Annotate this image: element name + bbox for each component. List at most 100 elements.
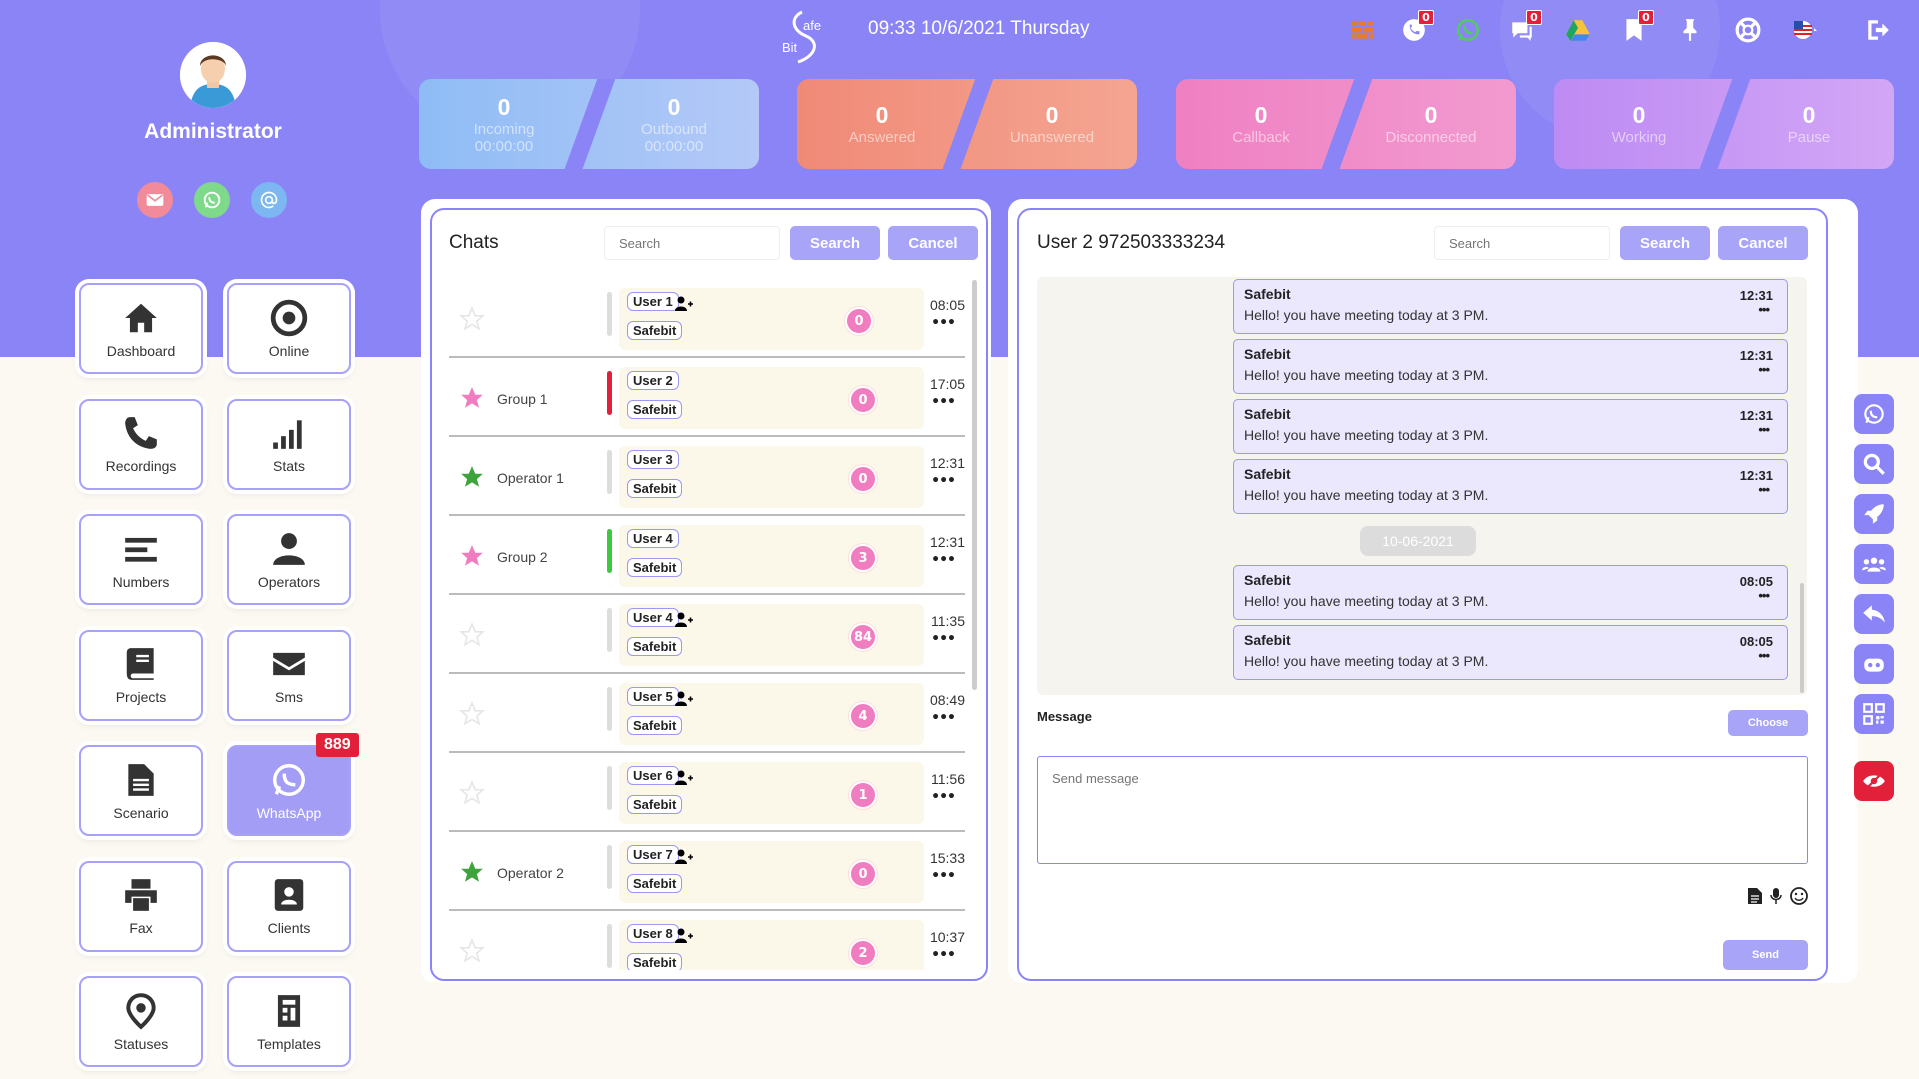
stat-outbound[interactable]: 0 Outbound 00:00:00 [641, 93, 707, 155]
emoji-button[interactable] [1789, 886, 1809, 906]
message-more-icon[interactable]: ••• [1758, 588, 1770, 603]
chat-card[interactable]: User 4 Safebit 84 [619, 604, 924, 666]
side-bot-button[interactable] [1854, 644, 1894, 684]
favorite-star-icon[interactable] [459, 464, 485, 490]
message-more-icon[interactable]: ••• [1758, 362, 1770, 377]
side-search-button[interactable] [1854, 444, 1894, 484]
chat-more-icon[interactable]: ••• [931, 552, 956, 568]
nav-clients[interactable]: Clients [227, 860, 351, 952]
stat-working[interactable]: 0 Working [1611, 102, 1667, 146]
nav-scenario[interactable]: Scenario [79, 745, 203, 836]
language-button[interactable] [1790, 14, 1822, 46]
chat-row[interactable]: User 4 Safebit 84 11:35 ••• [449, 596, 965, 674]
nav-projects[interactable]: Projects [79, 629, 203, 721]
message-bubble[interactable]: Safebit Hello! you have meeting today at … [1233, 565, 1788, 620]
stat-pause[interactable]: 0 Pause [1787, 102, 1831, 146]
chat-row[interactable]: User 5 Safebit 4 08:49 ••• [449, 675, 965, 753]
chat-row[interactable]: User 8 Safebit 2 10:37 ••• [449, 912, 965, 970]
nav-templates[interactable]: Templates [227, 976, 351, 1067]
conversation-cancel-button[interactable]: Cancel [1718, 226, 1808, 260]
chat-card[interactable]: User 2 Safebit 0 [619, 367, 924, 429]
chat-more-icon[interactable]: ••• [931, 315, 956, 331]
nav-fax[interactable]: Fax [79, 860, 203, 952]
chat-card[interactable]: User 7 Safebit 0 [619, 841, 924, 903]
add-user-icon[interactable] [675, 691, 693, 707]
chat-row[interactable]: Operator 2 User 7 Safebit 0 15:33 ••• [449, 833, 965, 911]
side-hide-button[interactable] [1854, 761, 1894, 801]
message-more-icon[interactable]: ••• [1758, 422, 1770, 437]
conversation-search-button[interactable]: Search [1620, 226, 1710, 260]
calls-button[interactable]: 0 [1398, 10, 1434, 46]
safebit-logo[interactable]: afe Bit [776, 8, 828, 64]
message-bubble[interactable]: Safebit Hello! you have meeting today at … [1233, 399, 1788, 454]
favorite-star-icon[interactable] [459, 859, 485, 885]
chat-list-scrollbar[interactable] [972, 280, 977, 690]
favorite-star-icon[interactable] [459, 701, 485, 727]
drive-button[interactable] [1562, 14, 1594, 46]
stat-unanswered[interactable]: 0 Unanswered [1009, 102, 1095, 146]
email-button[interactable] [137, 182, 173, 218]
stat-incoming[interactable]: 0 Incoming 00:00:00 [473, 93, 535, 155]
nav-online[interactable]: Online [227, 283, 351, 374]
chat-more-icon[interactable]: ••• [931, 631, 956, 647]
add-user-icon[interactable] [675, 928, 693, 944]
stat-disconnected[interactable]: 0 Disconnected [1385, 102, 1477, 146]
chat-more-icon[interactable]: ••• [931, 473, 956, 489]
chat-card[interactable]: User 8 Safebit 2 [619, 920, 924, 970]
chat-more-icon[interactable]: ••• [931, 789, 956, 805]
add-user-icon[interactable] [675, 296, 693, 312]
message-more-icon[interactable]: ••• [1758, 302, 1770, 317]
side-whatsapp-button[interactable] [1854, 394, 1894, 434]
message-bubble[interactable]: Safebit Hello! you have meeting today at … [1233, 625, 1788, 680]
chat-row[interactable]: User 1 Safebit 0 08:05 ••• [449, 280, 965, 358]
bricks-button[interactable] [1346, 14, 1378, 46]
favorite-star-icon[interactable] [459, 543, 485, 569]
nav-sms[interactable]: Sms [227, 629, 351, 721]
side-qr-button[interactable] [1854, 694, 1894, 734]
chat-row[interactable]: Group 1 User 2 Safebit 0 17:05 ••• [449, 359, 965, 437]
chats-search-input[interactable] [604, 226, 780, 260]
message-more-icon[interactable]: ••• [1758, 648, 1770, 663]
chat-row[interactable]: User 6 Safebit 1 11:56 ••• [449, 754, 965, 832]
send-button[interactable]: Send [1723, 940, 1808, 970]
add-user-icon[interactable] [675, 612, 693, 628]
nav-whatsapp[interactable]: WhatsApp [227, 745, 351, 836]
favorite-star-icon[interactable] [459, 306, 485, 332]
logout-button[interactable] [1862, 14, 1894, 46]
chat-card[interactable]: User 6 Safebit 1 [619, 762, 924, 824]
message-more-icon[interactable]: ••• [1758, 482, 1770, 497]
message-input[interactable] [1037, 756, 1808, 864]
chat-row[interactable]: Group 2 User 4 Safebit 3 12:31 ••• [449, 517, 965, 595]
chat-card[interactable]: User 4 Safebit 3 [619, 525, 924, 587]
chat-card[interactable]: User 3 Safebit 0 [619, 446, 924, 508]
favorite-star-icon[interactable] [459, 780, 485, 806]
nav-statuses[interactable]: Statuses [79, 976, 203, 1067]
conversation-search-input[interactable] [1434, 226, 1610, 260]
nav-numbers[interactable]: Numbers [79, 514, 203, 605]
message-bubble[interactable]: Safebit Hello! you have meeting today at … [1233, 279, 1788, 334]
chat-more-icon[interactable]: ••• [931, 947, 956, 963]
avatar[interactable] [180, 42, 246, 108]
pin-button[interactable] [1674, 14, 1706, 46]
add-user-icon[interactable] [675, 849, 693, 865]
stat-answered[interactable]: 0 Answered [848, 102, 916, 146]
favorite-star-icon[interactable] [459, 938, 485, 964]
voice-record-button[interactable] [1770, 887, 1782, 905]
message-bubble[interactable]: Safebit Hello! you have meeting today at … [1233, 339, 1788, 394]
message-bubble[interactable]: Safebit Hello! you have meeting today at … [1233, 459, 1788, 514]
side-rocket-button[interactable] [1854, 494, 1894, 534]
nav-stats[interactable]: Stats [227, 398, 351, 490]
whatsapp-header-button[interactable] [1452, 14, 1484, 46]
chat-button[interactable]: 0 [1506, 10, 1542, 46]
at-button[interactable] [251, 182, 287, 218]
chat-row[interactable]: Operator 1 User 3 Safebit 0 12:31 ••• [449, 438, 965, 516]
chat-more-icon[interactable]: ••• [931, 868, 956, 884]
favorite-star-icon[interactable] [459, 622, 485, 648]
side-group-button[interactable] [1854, 544, 1894, 584]
add-user-icon[interactable] [675, 770, 693, 786]
attach-file-button[interactable] [1747, 887, 1763, 905]
chat-more-icon[interactable]: ••• [931, 394, 956, 410]
whatsapp-contact-button[interactable] [194, 182, 230, 218]
nav-operators[interactable]: Operators [227, 514, 351, 605]
bookmark-button[interactable]: 0 [1618, 10, 1654, 46]
